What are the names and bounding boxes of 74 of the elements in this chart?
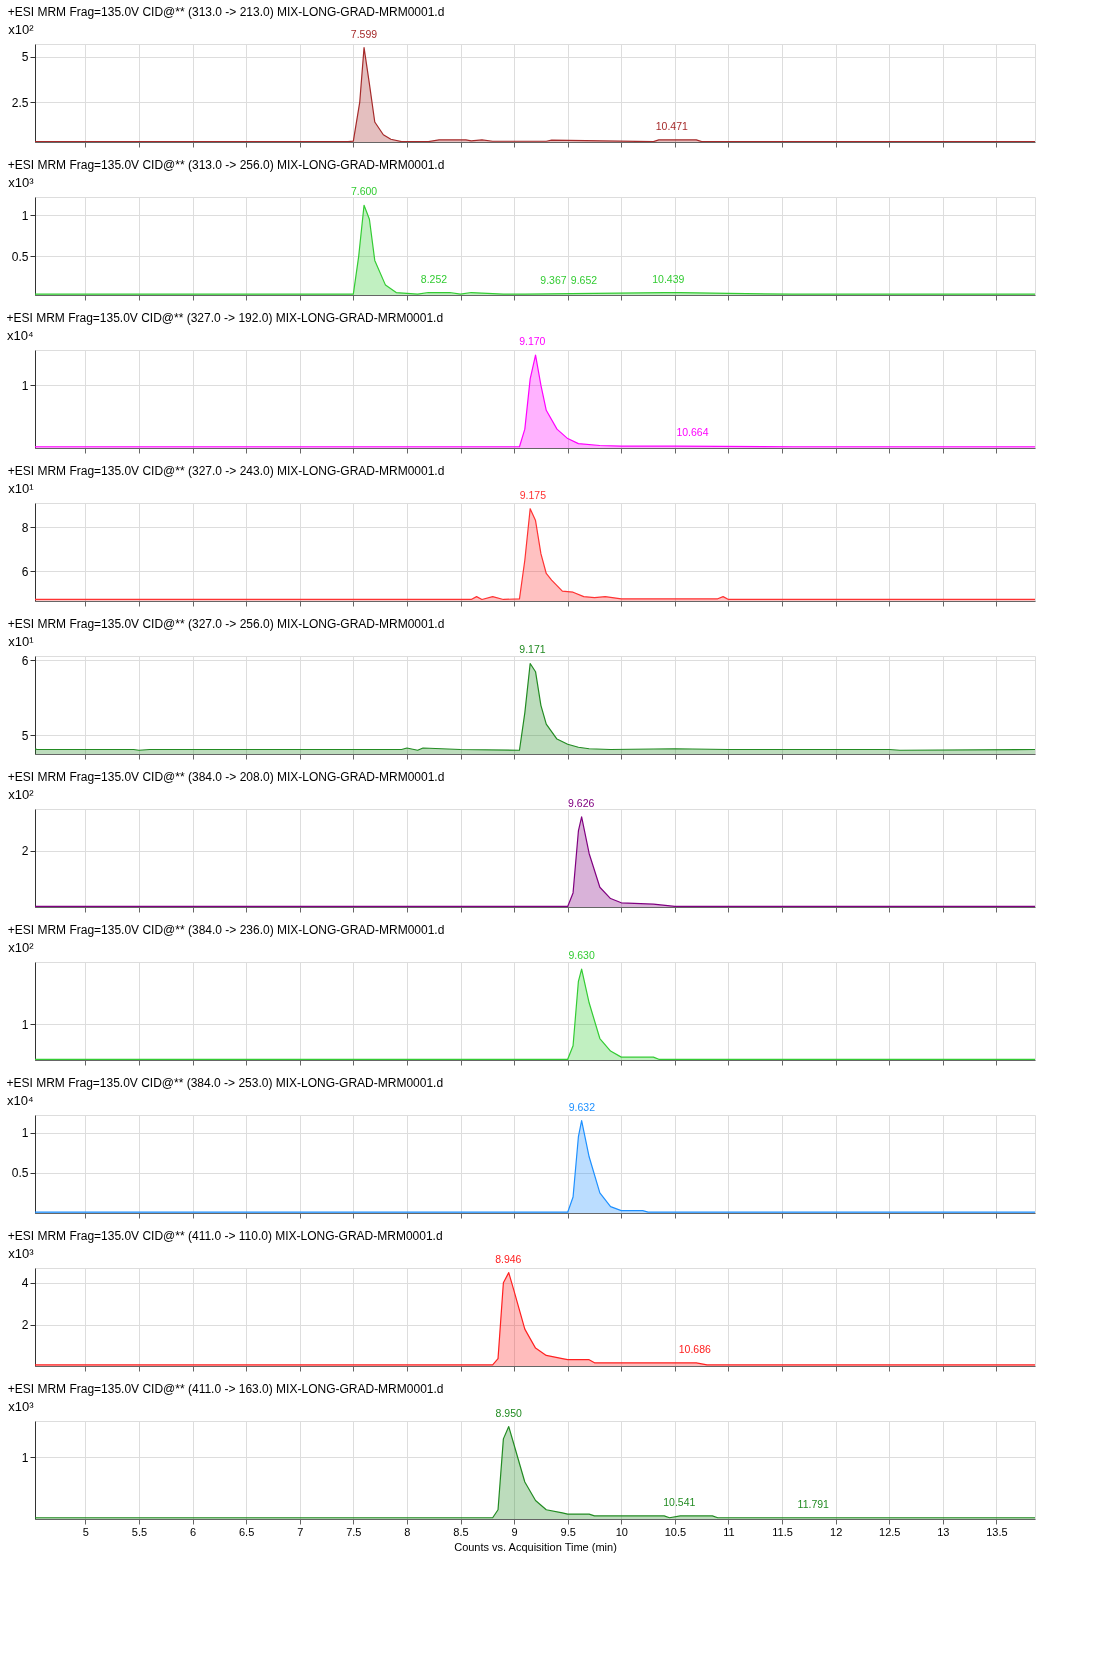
y-tick-label: 2.5 <box>11 95 29 110</box>
y-tick-label: 2 <box>21 844 29 859</box>
x-tick-label: 9.5 <box>560 1525 576 1538</box>
x-tick-label: 13 <box>937 1525 950 1538</box>
x-tick-label: 5 <box>82 1525 89 1538</box>
x-tick-label: 7 <box>297 1525 304 1538</box>
x-tick-label: 9 <box>511 1525 518 1538</box>
annotation: 10.686 <box>678 1342 712 1355</box>
y-axis-title: x10³ <box>8 1398 35 1414</box>
x-tick-label: 10 <box>615 1525 628 1538</box>
y-tick-label: 5 <box>21 728 29 743</box>
annotation: 9.632 <box>568 1100 596 1113</box>
chart-title: +ESI MRM Frag=135.0V CID@** (313.0 -> 213.0) MIX-LONG-GRAD-MRM0001.d <box>7 5 445 19</box>
y-tick-label: 1 <box>21 1450 29 1465</box>
y-tick-label: 4 <box>21 1276 29 1291</box>
y-tick-label: 6 <box>21 564 29 579</box>
y-axis-title: x10¹ <box>8 480 35 496</box>
annotation: 9.367 <box>540 274 567 287</box>
annotation: 9.652 <box>570 274 598 287</box>
annotation: 8.252 <box>420 272 448 285</box>
x-tick-label: 12 <box>830 1525 843 1538</box>
annotation: 9.170 <box>519 335 546 348</box>
chart-title: +ESI MRM Frag=135.0V CID@** (327.0 -> 243.0) MIX-LONG-GRAD-MRM0001.d <box>7 464 445 478</box>
y-tick-label: 0.5 <box>11 1166 29 1181</box>
chart-title: +ESI MRM Frag=135.0V CID@** (384.0 -> 253.0) MIX-LONG-GRAD-MRM0001.d <box>6 1076 444 1090</box>
y-tick-label: 2 <box>21 1318 29 1333</box>
annotation: 10.439 <box>652 272 685 285</box>
y-tick-label: 1 <box>21 208 29 223</box>
x-tick-label: 13.5 <box>986 1525 1008 1538</box>
annotation: 9.630 <box>568 949 595 962</box>
y-axis-title: x10² <box>8 21 35 37</box>
x-tick-label: 8.5 <box>453 1525 469 1538</box>
y-axis-title: x10⁴ <box>6 327 34 343</box>
x-tick-label: 6.5 <box>239 1525 255 1538</box>
annotation: 9.626 <box>568 796 595 809</box>
chart-title: +ESI MRM Frag=135.0V CID@** (327.0 -> 192.0) MIX-LONG-GRAD-MRM0001.d <box>6 311 444 325</box>
chart-title: +ESI MRM Frag=135.0V CID@** (411.0 -> 110.0) MIX-LONG-GRAD-MRM0001.d <box>7 1229 443 1243</box>
x-tick-label: 8 <box>404 1525 411 1538</box>
annotation: 9.175 <box>519 488 547 501</box>
y-tick-label: 1 <box>21 378 29 393</box>
y-axis-title: x10³ <box>8 1245 35 1261</box>
annotation: 7.599 <box>350 27 378 40</box>
x-tick-label: 6 <box>189 1525 197 1538</box>
x-tick-label: 5.5 <box>131 1525 148 1538</box>
chart-title: +ESI MRM Frag=135.0V CID@** (384.0 -> 236.0) MIX-LONG-GRAD-MRM0001.d <box>7 923 445 937</box>
annotation: 11.791 <box>797 1497 830 1510</box>
y-tick-label: 5 <box>21 50 29 65</box>
annotation: 10.664 <box>676 426 709 439</box>
chart-title: +ESI MRM Frag=135.0V CID@** (384.0 -> 208.0) MIX-LONG-GRAD-MRM0001.d <box>7 770 445 784</box>
x-axis-title: Counts vs. Acquisition Time (min) <box>454 1540 617 1553</box>
annotation: 7.600 <box>350 185 378 198</box>
chart-title: +ESI MRM Frag=135.0V CID@** (327.0 -> 256.0) MIX-LONG-GRAD-MRM0001.d <box>7 617 445 631</box>
annotation: 10.541 <box>663 1495 696 1508</box>
y-axis-title: x10¹ <box>8 633 35 649</box>
chart-title: +ESI MRM Frag=135.0V CID@** (411.0 -> 163.0) MIX-LONG-GRAD-MRM0001.d <box>7 1382 444 1396</box>
chart-title: +ESI MRM Frag=135.0V CID@** (313.0 -> 256.0) MIX-LONG-GRAD-MRM0001.d <box>7 158 445 172</box>
x-tick-label: 7.5 <box>346 1525 362 1538</box>
x-tick-label: 12.5 <box>879 1525 901 1538</box>
annotation: 10.471 <box>655 119 688 132</box>
y-tick-label: 0.5 <box>11 249 29 264</box>
x-tick-label: 11 <box>723 1525 735 1538</box>
x-tick-label: 11.5 <box>772 1525 793 1538</box>
y-tick-label: 1 <box>21 1017 29 1032</box>
y-axis-title: x10² <box>8 786 35 802</box>
y-tick-label: 6 <box>21 653 29 668</box>
y-tick-label: 1 <box>21 1126 29 1141</box>
x-tick-label: 10.5 <box>664 1525 687 1538</box>
annotation: 8.946 <box>495 1252 522 1265</box>
y-axis-title: x10⁴ <box>6 1092 34 1108</box>
y-axis-title: x10³ <box>8 174 35 190</box>
y-axis-title: x10² <box>8 939 35 955</box>
y-tick-label: 8 <box>21 520 29 535</box>
annotation: 8.950 <box>495 1406 523 1419</box>
annotation: 9.171 <box>519 643 546 656</box>
